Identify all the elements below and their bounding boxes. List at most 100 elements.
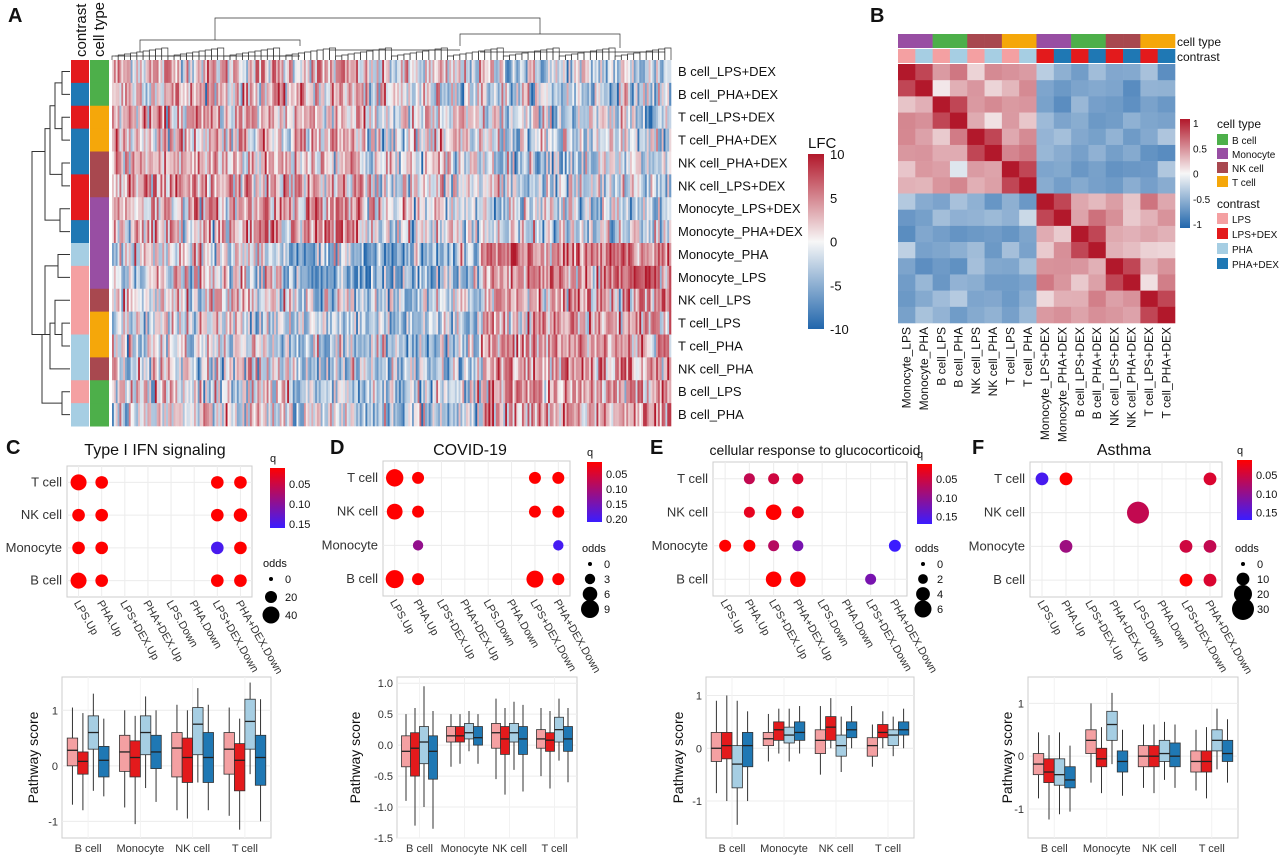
heatmap-a-cell xyxy=(633,311,636,335)
heatmap-a-cell xyxy=(171,174,174,198)
heatmap-a-cell xyxy=(313,334,316,358)
heatmap-a-cell xyxy=(400,243,403,267)
heatmap-a-cell xyxy=(248,128,251,152)
heatmap-a-cell xyxy=(275,105,279,129)
heatmap-a-cell xyxy=(207,105,210,129)
heatmap-a-cell xyxy=(240,288,243,312)
heatmap-a-cell xyxy=(438,82,441,107)
heatmap-a-cell xyxy=(193,220,197,244)
heatmap-a-cell xyxy=(566,357,569,381)
heatmap-a-cell xyxy=(581,151,584,175)
heatmap-a-cell xyxy=(549,174,553,198)
heatmap-a-cell xyxy=(177,288,180,312)
heatmap-a-cell xyxy=(544,82,547,107)
heatmap-a-cell xyxy=(667,288,670,312)
heatmap-a-cell xyxy=(452,288,456,312)
heatmap-a-cell xyxy=(536,197,539,221)
heatmap-a-cell xyxy=(605,220,608,244)
heatmap-a-cell xyxy=(426,403,430,427)
heatmap-a-cell xyxy=(132,357,135,381)
heatmap-a-cell xyxy=(652,82,655,107)
heatmap-a-cell xyxy=(516,265,519,290)
heatmap-a-cell xyxy=(493,105,497,129)
heatmap-a-cell xyxy=(499,403,502,427)
heatmap-a-cell xyxy=(164,174,167,198)
heatmap-a-cell xyxy=(525,128,528,152)
heatmap-a-cell xyxy=(454,220,458,244)
heatmap-a-cell xyxy=(412,334,415,358)
heatmap-a-cell xyxy=(180,60,184,84)
heatmap-a-cell xyxy=(495,311,499,335)
heatmap-a-cell xyxy=(562,311,566,335)
heatmap-a-cell xyxy=(460,288,463,312)
heatmap-a-cell xyxy=(419,357,422,381)
heatmap-a-cell xyxy=(385,357,389,381)
heatmap-a-cell xyxy=(603,197,607,221)
heatmap-a-cell xyxy=(484,334,487,358)
heatmap-a-cell xyxy=(272,357,275,381)
heatmap-a-cell xyxy=(529,197,532,221)
heatmap-a-cell xyxy=(333,334,336,358)
heatmap-a-cell xyxy=(328,197,331,221)
heatmap-a-cell xyxy=(112,82,115,107)
heatmap-a-cell xyxy=(285,311,288,335)
heatmap-a-cell xyxy=(439,311,443,335)
heatmap-a-cell xyxy=(568,220,571,244)
heatmap-a-cell xyxy=(261,311,264,335)
heatmap-a-cell xyxy=(151,357,154,381)
heatmap-a-cell xyxy=(590,82,594,107)
heatmap-a-cell xyxy=(307,311,310,335)
heatmap-a-cell xyxy=(143,105,146,129)
heatmap-a-cell xyxy=(337,311,340,335)
heatmap-a-cell xyxy=(158,82,161,107)
heatmap-a-cell xyxy=(635,265,638,290)
heatmap-a-cell xyxy=(488,151,491,175)
heatmap-a-cell xyxy=(581,334,584,358)
heatmap-a-cell xyxy=(557,380,560,404)
heatmap-a-cell xyxy=(581,265,584,290)
heatmap-a-cell xyxy=(445,174,448,198)
heatmap-a-cell xyxy=(520,197,523,221)
heatmap-a-cell xyxy=(372,243,376,267)
heatmap-a-cell xyxy=(644,197,648,221)
heatmap-a-cell xyxy=(151,82,154,107)
heatmap-a-cell xyxy=(188,82,191,107)
heatmap-a-cell xyxy=(397,357,400,381)
heatmap-a-cell xyxy=(469,243,472,267)
heatmap-a-cell xyxy=(175,197,178,221)
heatmap-a-cell xyxy=(646,197,649,221)
heatmap-a-cell xyxy=(268,380,271,404)
heatmap-a-cell xyxy=(434,265,437,290)
heatmap-a-cell xyxy=(607,265,610,290)
heatmap-a-cell xyxy=(285,288,288,312)
heatmap-a-cell xyxy=(577,380,580,404)
heatmap-a-cell xyxy=(561,311,564,335)
heatmap-a-cell xyxy=(389,197,392,221)
heatmap-a-cell xyxy=(536,380,539,404)
heatmap-a-cell xyxy=(382,265,385,290)
heatmap-a-cell xyxy=(400,311,403,335)
heatmap-a-cell xyxy=(400,220,403,244)
heatmap-a-cell xyxy=(326,357,329,381)
heatmap-a-cell xyxy=(581,357,584,381)
heatmap-a-cell xyxy=(261,403,264,427)
heatmap-a-cell xyxy=(287,311,290,335)
heatmap-a-cell xyxy=(652,403,655,427)
heatmap-a-cell xyxy=(309,357,312,381)
heatmap-a-cell xyxy=(596,311,599,335)
heatmap-a-cell xyxy=(400,174,403,198)
heatmap-a-cell xyxy=(350,174,353,198)
heatmap-a-cell xyxy=(199,105,202,129)
heatmap-a-cell xyxy=(354,334,357,358)
heatmap-a-cell xyxy=(616,380,620,404)
heatmap-a-cell xyxy=(566,288,569,312)
heatmap-a-cell xyxy=(307,128,310,152)
heatmap-a-cell xyxy=(277,128,280,152)
heatmap-a-cell xyxy=(562,265,566,290)
heatmap-a-cell xyxy=(529,151,532,175)
heatmap-a-cell xyxy=(400,197,403,221)
heatmap-a-cell xyxy=(205,311,208,335)
heatmap-a-cell xyxy=(341,174,344,198)
heatmap-a-cell xyxy=(220,380,223,404)
heatmap-a-cell xyxy=(275,243,279,267)
